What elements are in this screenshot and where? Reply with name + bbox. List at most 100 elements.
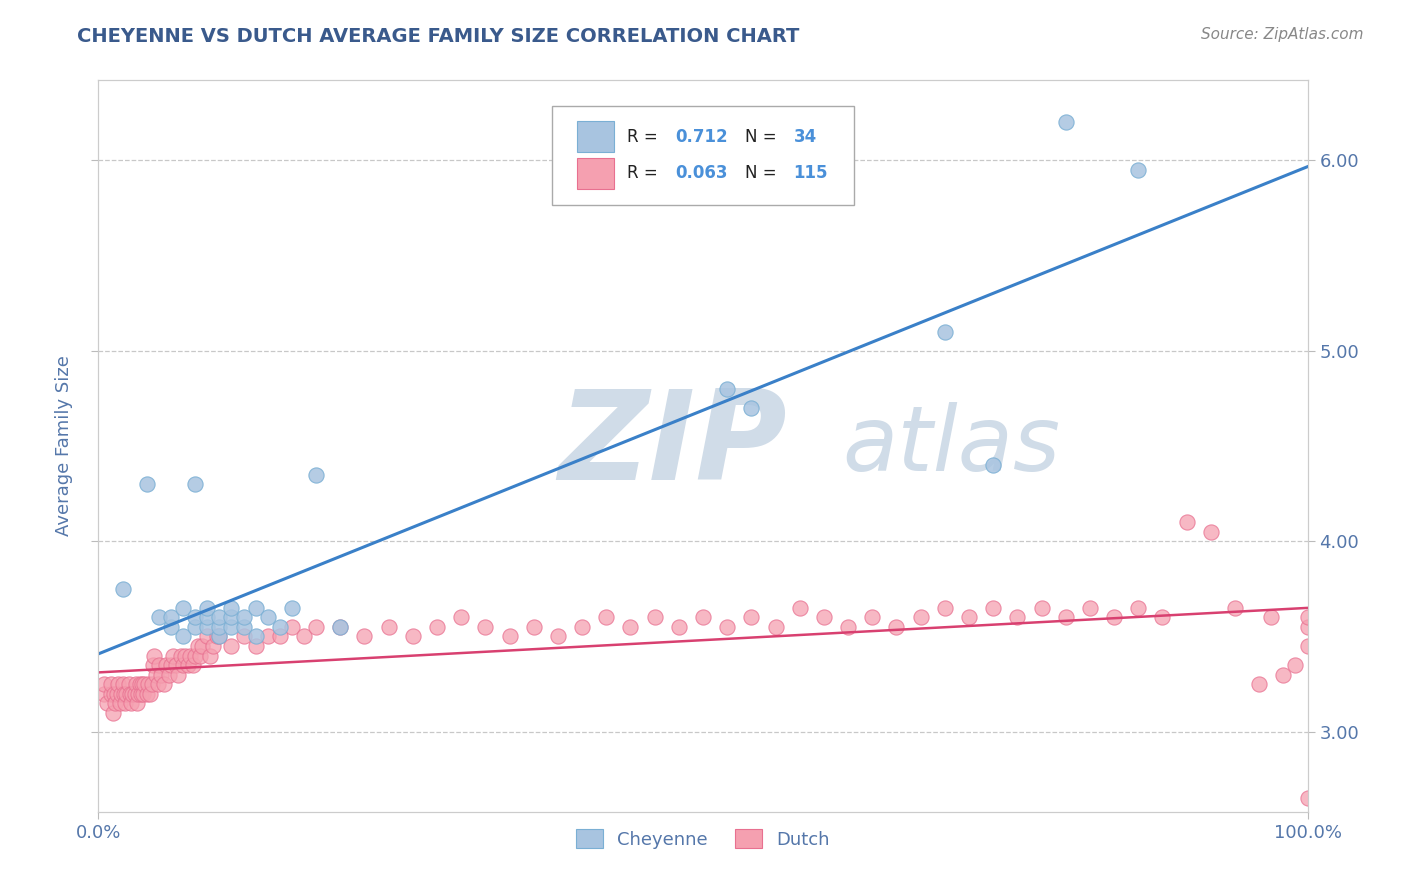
Point	[198, 648, 221, 663]
Point	[281, 620, 304, 634]
Point	[1175, 515, 1198, 529]
Point	[547, 630, 569, 644]
Point	[837, 620, 859, 634]
Point	[377, 620, 399, 634]
Point	[134, 677, 156, 691]
Point	[148, 658, 170, 673]
Point	[177, 658, 200, 673]
Point	[1199, 524, 1222, 539]
Point	[221, 610, 243, 624]
Point	[426, 620, 449, 634]
Point	[269, 630, 291, 644]
Point	[146, 677, 169, 691]
Point	[142, 658, 165, 673]
Point	[129, 687, 152, 701]
Point	[1249, 677, 1271, 691]
Text: R =: R =	[627, 128, 662, 145]
Point	[111, 677, 134, 691]
Point	[195, 601, 218, 615]
Point	[256, 610, 278, 624]
Point	[160, 658, 183, 673]
Point	[145, 667, 167, 681]
Text: CHEYENNE VS DUTCH AVERAGE FAMILY SIZE CORRELATION CHART: CHEYENNE VS DUTCH AVERAGE FAMILY SIZE CO…	[77, 27, 800, 45]
Point	[135, 687, 157, 701]
Point	[205, 630, 228, 644]
Point	[1102, 610, 1125, 624]
Point	[111, 582, 134, 596]
Point	[174, 648, 197, 663]
Point	[221, 601, 243, 615]
Point	[281, 601, 304, 615]
Point	[107, 677, 129, 691]
Point	[202, 639, 225, 653]
Point	[172, 601, 194, 615]
Point	[245, 639, 267, 653]
Point	[789, 601, 811, 615]
Point	[1078, 601, 1101, 615]
Point	[179, 648, 201, 663]
Text: R =: R =	[627, 164, 662, 182]
Point	[232, 610, 254, 624]
Point	[184, 477, 207, 491]
Point	[104, 696, 127, 710]
Point	[329, 620, 352, 634]
Point	[184, 648, 207, 663]
Point	[103, 687, 125, 701]
Point	[127, 687, 149, 701]
Text: atlas: atlas	[842, 402, 1060, 490]
Point	[187, 639, 209, 653]
Point	[160, 620, 183, 634]
Point	[1296, 610, 1319, 624]
Point	[256, 630, 278, 644]
Point	[118, 677, 141, 691]
Point	[160, 610, 183, 624]
FancyBboxPatch shape	[578, 158, 613, 188]
Point	[716, 620, 738, 634]
Point	[523, 620, 546, 634]
Point	[125, 677, 148, 691]
Point	[1128, 601, 1150, 615]
Point	[172, 658, 194, 673]
Point	[232, 620, 254, 634]
Text: 0.063: 0.063	[675, 164, 728, 182]
Point	[221, 620, 243, 634]
Point	[139, 687, 162, 701]
Point	[245, 630, 267, 644]
Point	[124, 687, 146, 701]
Point	[934, 601, 956, 615]
Point	[1128, 162, 1150, 177]
Point	[1272, 667, 1295, 681]
FancyBboxPatch shape	[551, 106, 855, 204]
Point	[143, 648, 166, 663]
Point	[127, 696, 149, 710]
Point	[232, 630, 254, 644]
Point	[115, 687, 138, 701]
Point	[221, 639, 243, 653]
Point	[148, 610, 170, 624]
Point	[208, 630, 231, 644]
Point	[128, 677, 150, 691]
Point	[157, 667, 180, 681]
Point	[132, 687, 155, 701]
Point	[957, 610, 980, 624]
Point	[1296, 639, 1319, 653]
Text: 0.712: 0.712	[675, 128, 728, 145]
Point	[1284, 658, 1306, 673]
Point	[245, 601, 267, 615]
Text: N =: N =	[745, 164, 782, 182]
Point	[93, 677, 115, 691]
Point	[692, 610, 714, 624]
Point	[141, 677, 163, 691]
Point	[740, 401, 762, 415]
Point	[305, 467, 328, 482]
Y-axis label: Average Family Size: Average Family Size	[55, 356, 73, 536]
Point	[498, 630, 520, 644]
Point	[162, 648, 184, 663]
Point	[765, 620, 787, 634]
Point	[181, 658, 204, 673]
Point	[184, 610, 207, 624]
Point	[191, 639, 214, 653]
Point	[1054, 115, 1077, 129]
Point	[114, 696, 136, 710]
Point	[118, 687, 141, 701]
